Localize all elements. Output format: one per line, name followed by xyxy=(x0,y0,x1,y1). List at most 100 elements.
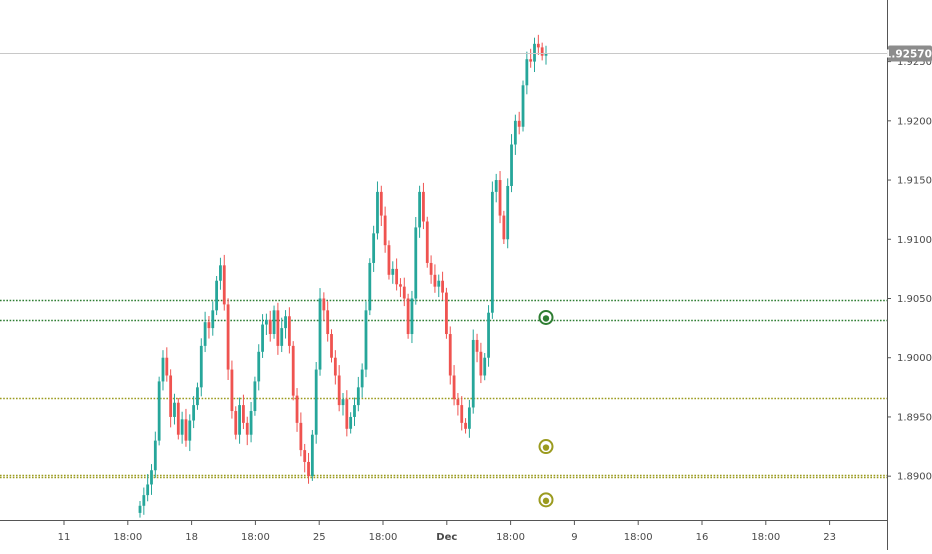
candle-body xyxy=(452,375,456,400)
candle-body xyxy=(272,310,276,335)
y-tick-label: 1.91500 xyxy=(897,176,932,187)
candle-body xyxy=(230,369,234,412)
candle-body xyxy=(222,265,226,305)
candle-body xyxy=(341,399,345,406)
candle-body xyxy=(464,422,467,429)
candle-body xyxy=(502,215,506,240)
candle-body xyxy=(441,280,444,293)
candle-body xyxy=(165,357,169,376)
candle-body xyxy=(153,440,157,471)
candle-body xyxy=(249,411,253,435)
candle-body xyxy=(414,227,418,299)
candle-body xyxy=(437,280,441,287)
y-tick-label: 1.92000 xyxy=(897,116,932,127)
y-tick-label: 1.90500 xyxy=(897,294,932,305)
candle-body xyxy=(510,144,513,186)
x-tick-label: 16 xyxy=(696,532,709,543)
x-tick-label: 18:00 xyxy=(751,532,780,543)
last-price-label: 1.92570 xyxy=(884,49,932,61)
x-tick-label: 18:00 xyxy=(241,532,270,543)
candle-body xyxy=(307,461,310,477)
x-tick-label: 23 xyxy=(823,532,836,543)
x-tick-labels: 11 18:00 18 18:00 25 18:00 Dec 18:00 9 18:00 16 18:… xyxy=(58,520,836,543)
candle-body xyxy=(207,322,211,329)
candle-body xyxy=(383,215,387,246)
candle-body xyxy=(406,298,410,335)
candle-body xyxy=(310,434,314,477)
candles xyxy=(138,34,548,518)
candle-body xyxy=(418,191,422,228)
candle-body xyxy=(368,262,372,311)
x-tick-label: 18 xyxy=(185,532,198,543)
candle-body xyxy=(475,339,479,352)
candle-body xyxy=(498,180,502,216)
candle-body xyxy=(245,422,249,435)
candle-body xyxy=(506,185,510,240)
candle-body xyxy=(445,292,448,335)
candle-body xyxy=(487,312,490,358)
x-tick-label: 18:00 xyxy=(113,532,142,543)
candle-body xyxy=(226,304,230,370)
candle-body xyxy=(372,233,376,263)
candle-body xyxy=(215,280,219,311)
candle-body xyxy=(169,375,173,417)
y-tick-label: 1.89500 xyxy=(897,412,932,423)
candle-body xyxy=(379,191,383,216)
candle-body xyxy=(284,316,287,329)
candle-body xyxy=(318,298,322,370)
candle-body xyxy=(314,369,318,435)
candle-body xyxy=(261,324,264,352)
candle-body xyxy=(533,43,536,62)
candle-body xyxy=(242,405,245,423)
candle-body xyxy=(483,357,487,376)
candle-body xyxy=(356,387,360,406)
price-axis[interactable]: 1.92500 1.92000 1.91500 1.91000 1.90500 1.900… xyxy=(884,0,932,550)
candle-body xyxy=(303,450,307,462)
candle-body xyxy=(429,262,433,275)
x-tick-label: Dec xyxy=(436,532,457,543)
x-tick-label: 9 xyxy=(571,532,577,543)
marker-olive-2-dot xyxy=(542,497,550,505)
marker-olive-1-dot xyxy=(542,444,550,451)
candle-body xyxy=(238,405,241,435)
candle-body xyxy=(295,395,299,423)
candle-body xyxy=(276,310,280,346)
candle-body xyxy=(345,399,349,429)
candle-body xyxy=(184,419,188,441)
candle-body xyxy=(196,387,199,406)
y-tick-labels: 1.92500 1.92000 1.91500 1.91000 1.90500 1.900… xyxy=(887,57,932,483)
candle-body xyxy=(387,245,391,275)
candle-body xyxy=(425,221,429,263)
x-tick-label: 18:00 xyxy=(624,532,653,543)
candle-body xyxy=(467,407,471,429)
candle-body xyxy=(192,405,196,421)
x-tick-label: 18:00 xyxy=(496,532,525,543)
candle-body xyxy=(337,375,341,406)
candle-body xyxy=(180,419,184,435)
candle-body xyxy=(460,405,464,423)
candle-body xyxy=(146,484,150,496)
time-axis[interactable]: 11 18:00 18 18:00 25 18:00 Dec 18:00 9 18:00 16 18:… xyxy=(0,520,887,550)
candle-body xyxy=(517,120,521,127)
candle-body xyxy=(280,328,284,346)
candle-body xyxy=(173,402,176,417)
candle-body xyxy=(399,284,402,287)
candle-body xyxy=(287,316,291,346)
candle-body xyxy=(360,369,364,388)
candle-body xyxy=(264,319,268,325)
x-tick-label: 18:00 xyxy=(369,532,398,543)
candle-body xyxy=(536,43,540,48)
candle-body xyxy=(188,420,192,441)
candle-body xyxy=(234,411,238,435)
candle-body xyxy=(291,345,295,396)
candle-body xyxy=(544,53,548,56)
candle-body xyxy=(268,319,272,335)
candle-body xyxy=(161,357,165,382)
candle-body xyxy=(142,495,146,506)
y-tick-label: 1.90000 xyxy=(897,353,932,364)
candle-body xyxy=(326,310,330,335)
candle-body xyxy=(410,298,414,335)
candle-body xyxy=(395,268,399,285)
